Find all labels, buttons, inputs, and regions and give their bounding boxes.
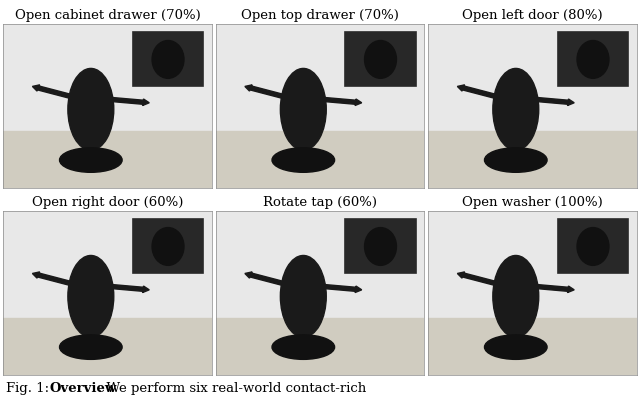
- Bar: [428, 318, 637, 375]
- FancyArrow shape: [458, 85, 496, 98]
- FancyArrow shape: [324, 284, 362, 292]
- Bar: [428, 211, 637, 326]
- Ellipse shape: [68, 255, 114, 337]
- Text: Open right door (60%): Open right door (60%): [32, 196, 183, 209]
- FancyArrow shape: [33, 85, 71, 98]
- Ellipse shape: [493, 255, 539, 337]
- Text: Rotate tap (60%): Rotate tap (60%): [263, 196, 377, 209]
- Text: Open cabinet drawer (70%): Open cabinet drawer (70%): [15, 9, 200, 22]
- Ellipse shape: [484, 335, 547, 360]
- Ellipse shape: [60, 148, 122, 173]
- Bar: [3, 318, 212, 375]
- Ellipse shape: [68, 68, 114, 150]
- FancyArrow shape: [458, 272, 496, 285]
- FancyArrow shape: [536, 97, 574, 105]
- Bar: [3, 130, 212, 188]
- Bar: [557, 219, 628, 274]
- FancyArrow shape: [111, 97, 149, 105]
- FancyArrow shape: [245, 85, 284, 98]
- Ellipse shape: [280, 68, 326, 150]
- Ellipse shape: [272, 335, 335, 360]
- Bar: [3, 211, 212, 326]
- Ellipse shape: [365, 40, 396, 78]
- FancyArrow shape: [111, 284, 149, 292]
- Bar: [428, 24, 637, 139]
- Text: Open left door (80%): Open left door (80%): [462, 9, 603, 22]
- Ellipse shape: [577, 227, 609, 265]
- FancyArrow shape: [33, 272, 71, 285]
- Bar: [428, 130, 637, 188]
- Bar: [216, 211, 424, 326]
- Text: . We perform six real-world contact-rich: . We perform six real-world contact-rich: [98, 382, 366, 396]
- Text: Overview: Overview: [50, 382, 117, 396]
- FancyArrow shape: [245, 272, 284, 285]
- Ellipse shape: [365, 227, 396, 265]
- Bar: [132, 219, 204, 274]
- Bar: [557, 32, 628, 86]
- Bar: [216, 130, 424, 188]
- FancyArrow shape: [536, 284, 574, 292]
- Text: Open washer (100%): Open washer (100%): [462, 196, 603, 209]
- Bar: [216, 318, 424, 375]
- Bar: [3, 24, 212, 139]
- Ellipse shape: [280, 255, 326, 337]
- FancyArrow shape: [324, 97, 362, 105]
- Ellipse shape: [493, 68, 539, 150]
- Ellipse shape: [152, 40, 184, 78]
- Text: Fig. 1:: Fig. 1:: [6, 382, 54, 396]
- Bar: [216, 24, 424, 139]
- Bar: [132, 32, 204, 86]
- Ellipse shape: [60, 335, 122, 360]
- Bar: [345, 32, 416, 86]
- Ellipse shape: [152, 227, 184, 265]
- Ellipse shape: [484, 148, 547, 173]
- Ellipse shape: [272, 148, 335, 173]
- Text: Open top drawer (70%): Open top drawer (70%): [241, 9, 399, 22]
- Bar: [345, 219, 416, 274]
- Ellipse shape: [577, 40, 609, 78]
